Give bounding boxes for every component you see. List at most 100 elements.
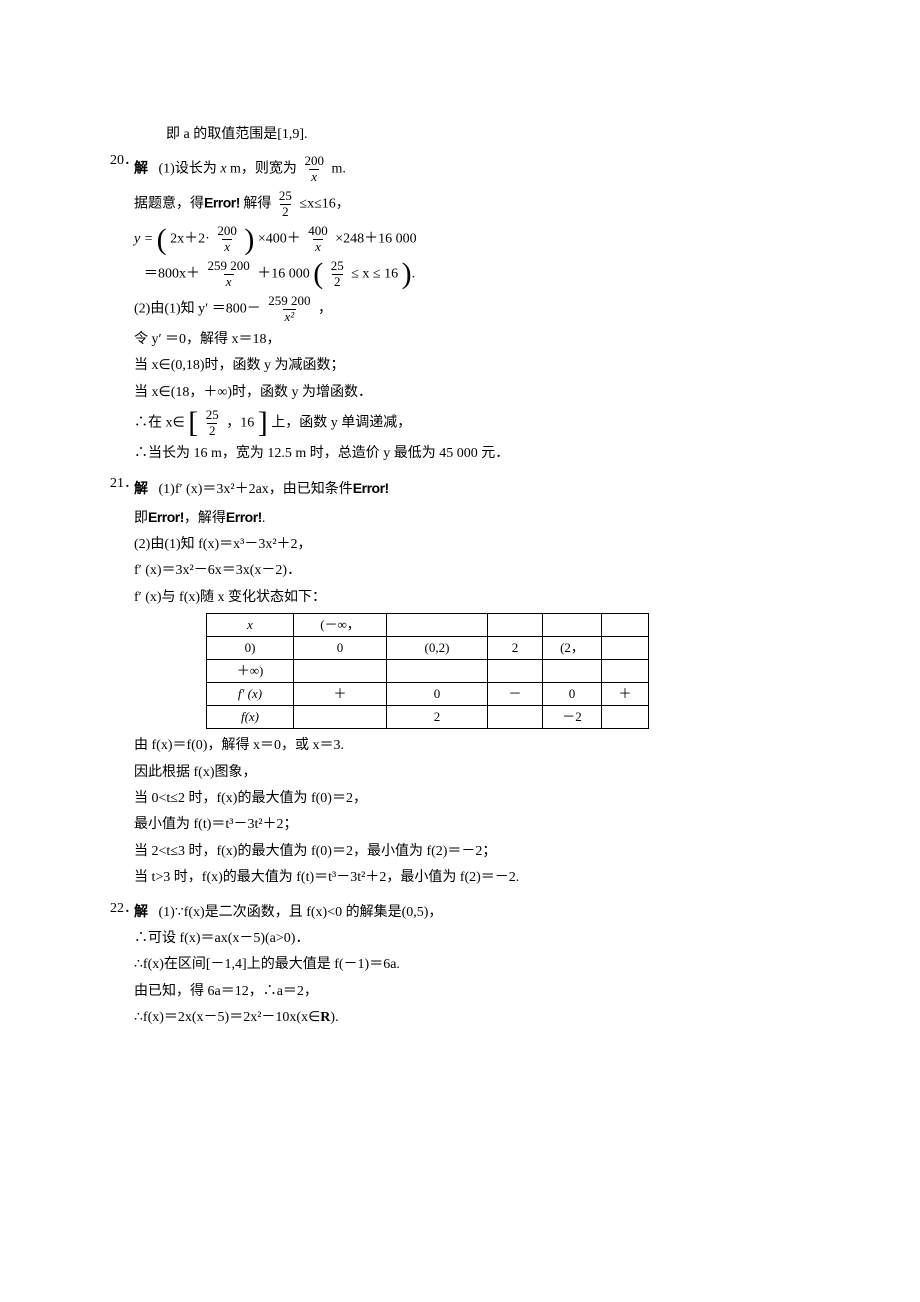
var-cell — [488, 660, 543, 683]
frac-num: 25 — [277, 189, 294, 204]
q20-l7: ∴在 x∈ [ 25 2 ，16 ] 上，函数 y 单调递减， — [134, 408, 800, 439]
var-cell: 2 — [488, 637, 543, 660]
error-token: Error! — [204, 195, 240, 211]
q20-l2a: 据题意，得 — [134, 197, 204, 212]
q22-label: 解 — [134, 905, 148, 920]
frac-den: x² — [283, 309, 297, 325]
q21-l2b: ，解得 — [184, 511, 226, 526]
q20-l6: 当 x∈(18，＋∞)时，函数 y 为增函数． — [134, 382, 800, 404]
var-cell: 2 — [387, 706, 488, 729]
q21-l2a: 即 — [134, 511, 148, 526]
q21-l3: (2)由(1)知 f(x)＝x³－3x²＋2， — [134, 534, 800, 556]
frac-num: 259 200 — [206, 259, 252, 274]
table-row: ＋∞) — [207, 660, 649, 683]
q20-y2-rng-a: 25 2 — [329, 259, 346, 290]
frac-num: 200 — [215, 224, 239, 239]
var-f-label: f(x) — [207, 706, 294, 729]
var-cell — [602, 614, 649, 637]
q21-num: 21． — [110, 473, 134, 495]
q21-l11: 当 t>3 时，f(x)的最大值为 f(t)＝t³－3t²＋2，最小值为 f(2… — [134, 867, 800, 889]
q20-l2b: 解得 — [243, 197, 271, 212]
var-cell: －2 — [543, 706, 602, 729]
q22-l1-text: (1)∵f(x)是二次函数，且 f(x)<0 的解集是(0,5)， — [159, 905, 443, 920]
q20-y-eq: y = — [134, 232, 157, 247]
var-cell: (－∞， — [294, 614, 387, 637]
q20-l7b: ，16 — [226, 416, 254, 431]
q20-y2-rng-b: ≤ x ≤ 16 — [351, 267, 398, 282]
table-row: 0) 0 (0,2) 2 (2， — [207, 637, 649, 660]
var-cell: 0 — [294, 637, 387, 660]
q20-y2b: ＋16 000 — [257, 267, 310, 282]
table-row: x (－∞， — [207, 614, 649, 637]
var-cell — [602, 637, 649, 660]
frac-num: 259 200 — [266, 294, 312, 309]
q21-l5: f′ (x)与 f(x)随 x 变化状态如下： — [134, 587, 800, 609]
variation-table: x (－∞， 0) 0 (0,2) 2 (2， ＋∞) — [206, 613, 649, 729]
q20-l1b: m，则宽为 — [230, 162, 300, 177]
q20-l8: ∴当长为 16 m，宽为 12.5 m 时，总造价 y 最低为 45 000 元… — [134, 443, 800, 465]
var-cell — [602, 706, 649, 729]
q20-frac1: 200 x — [302, 154, 326, 185]
q22-l5: ∴f(x)＝2x(x－5)＝2x²－10x(x∈R). — [134, 1007, 800, 1029]
q20-yt1a: 2x＋2· — [170, 232, 210, 247]
q21-l4: f′ (x)＝3x²－6x＝3x(x－2)． — [134, 560, 800, 582]
var-cell — [543, 660, 602, 683]
q20-yt1c: ×248＋16 000 — [335, 232, 416, 247]
q20-l5: 当 x∈(0,18)时，函数 y 为减函数； — [134, 355, 800, 377]
var-cell: (2， — [543, 637, 602, 660]
var-cell — [543, 614, 602, 637]
table-row: f(x) 2 －2 — [207, 706, 649, 729]
q20-yfrac-c: 259 200 x — [206, 259, 252, 290]
pre-line: 即 a 的取值范围是[1,9]. — [110, 124, 800, 146]
q21-l2c: . — [262, 511, 266, 526]
var-cell: ＋ — [602, 683, 649, 706]
var-cell — [387, 660, 488, 683]
var-cell: ＋∞) — [207, 660, 294, 683]
frac-den: 2 — [280, 204, 291, 220]
q20-l3: (2)由(1)知 y′ ＝800－ 259 200 x² ， — [134, 294, 800, 325]
q22: 22． 解 (1)∵f(x)是二次函数，且 f(x)<0 的解集是(0,5)， … — [110, 898, 800, 1034]
q20-l7c: 上，函数 y 单调递减， — [271, 416, 411, 431]
q21-l6: 由 f(x)＝f(0)，解得 x＝0，或 x＝3. — [134, 735, 800, 757]
q21-l2: 即Error!，解得Error!. — [134, 506, 800, 530]
q20-l3a: (2)由(1)知 y′ ＝800－ — [134, 302, 261, 317]
var-cell — [294, 660, 387, 683]
q20-l2: 据题意，得Error! 解得 25 2 ≤x≤16， — [134, 189, 800, 220]
frac-den: x — [309, 169, 319, 185]
frac-num: 25 — [204, 408, 221, 423]
q21-label: 解 — [134, 482, 148, 497]
var-x-label: x — [207, 614, 294, 637]
q20-y2a: ＝800x＋ — [144, 267, 200, 282]
q20-l7a: ∴在 x∈ — [134, 416, 185, 431]
q22-body: 解 (1)∵f(x)是二次函数，且 f(x)<0 的解集是(0,5)， ∴可设 … — [134, 898, 800, 1034]
q22-l1: 解 (1)∵f(x)是二次函数，且 f(x)<0 的解集是(0,5)， — [134, 902, 800, 924]
frac-num: 400 — [306, 224, 330, 239]
q22-l5a: ∴f(x)＝2x(x－5)＝2x²－10x(x∈ — [134, 1010, 320, 1025]
var-cell: 0) — [207, 637, 294, 660]
q20-l1c: m. — [331, 162, 345, 177]
error-token: Error! — [226, 509, 262, 525]
q21-l9: 最小值为 f(t)＝t³－3t²＋2； — [134, 814, 800, 836]
var-cell: ＋ — [294, 683, 387, 706]
q20-l2c: ≤x≤16， — [299, 197, 349, 212]
var-fprime-label: f′ (x) — [207, 683, 294, 706]
set-real: R — [320, 1010, 330, 1025]
var-cell: 0 — [543, 683, 602, 706]
q21-l1a: (1)f′ (x)＝3x²＋2ax，由已知条件 — [159, 482, 353, 497]
q20-yt1b: ×400＋ — [258, 232, 301, 247]
q20-yline2: ＝800x＋ 259 200 x ＋16 000 ( 25 2 ≤ x ≤ 16… — [134, 259, 800, 290]
q21-l1: 解 (1)f′ (x)＝3x²＋2ax，由已知条件Error! — [134, 477, 800, 501]
var-cell: － — [488, 683, 543, 706]
var-cell — [602, 660, 649, 683]
var-cell: (0,2) — [387, 637, 488, 660]
page: 即 a 的取值范围是[1,9]. 20． 解 (1)设长为 x m，则宽为 20… — [0, 0, 920, 1302]
q20-yline1: y = ( 2x＋2· 200 x ) ×400＋ 400 x ×248＋16 … — [134, 224, 800, 255]
frac-num: 25 — [329, 259, 346, 274]
q20-l7-frac: 25 2 — [204, 408, 221, 439]
frac-den: x — [222, 239, 232, 255]
frac-den: 2 — [207, 423, 218, 439]
frac-den: x — [224, 274, 234, 290]
pre-text: 即 a 的取值范围是[1,9]. — [166, 127, 308, 142]
q21-body: 解 (1)f′ (x)＝3x²＋2ax，由已知条件Error! 即 Error!，… — [134, 473, 800, 893]
var-cell — [294, 706, 387, 729]
